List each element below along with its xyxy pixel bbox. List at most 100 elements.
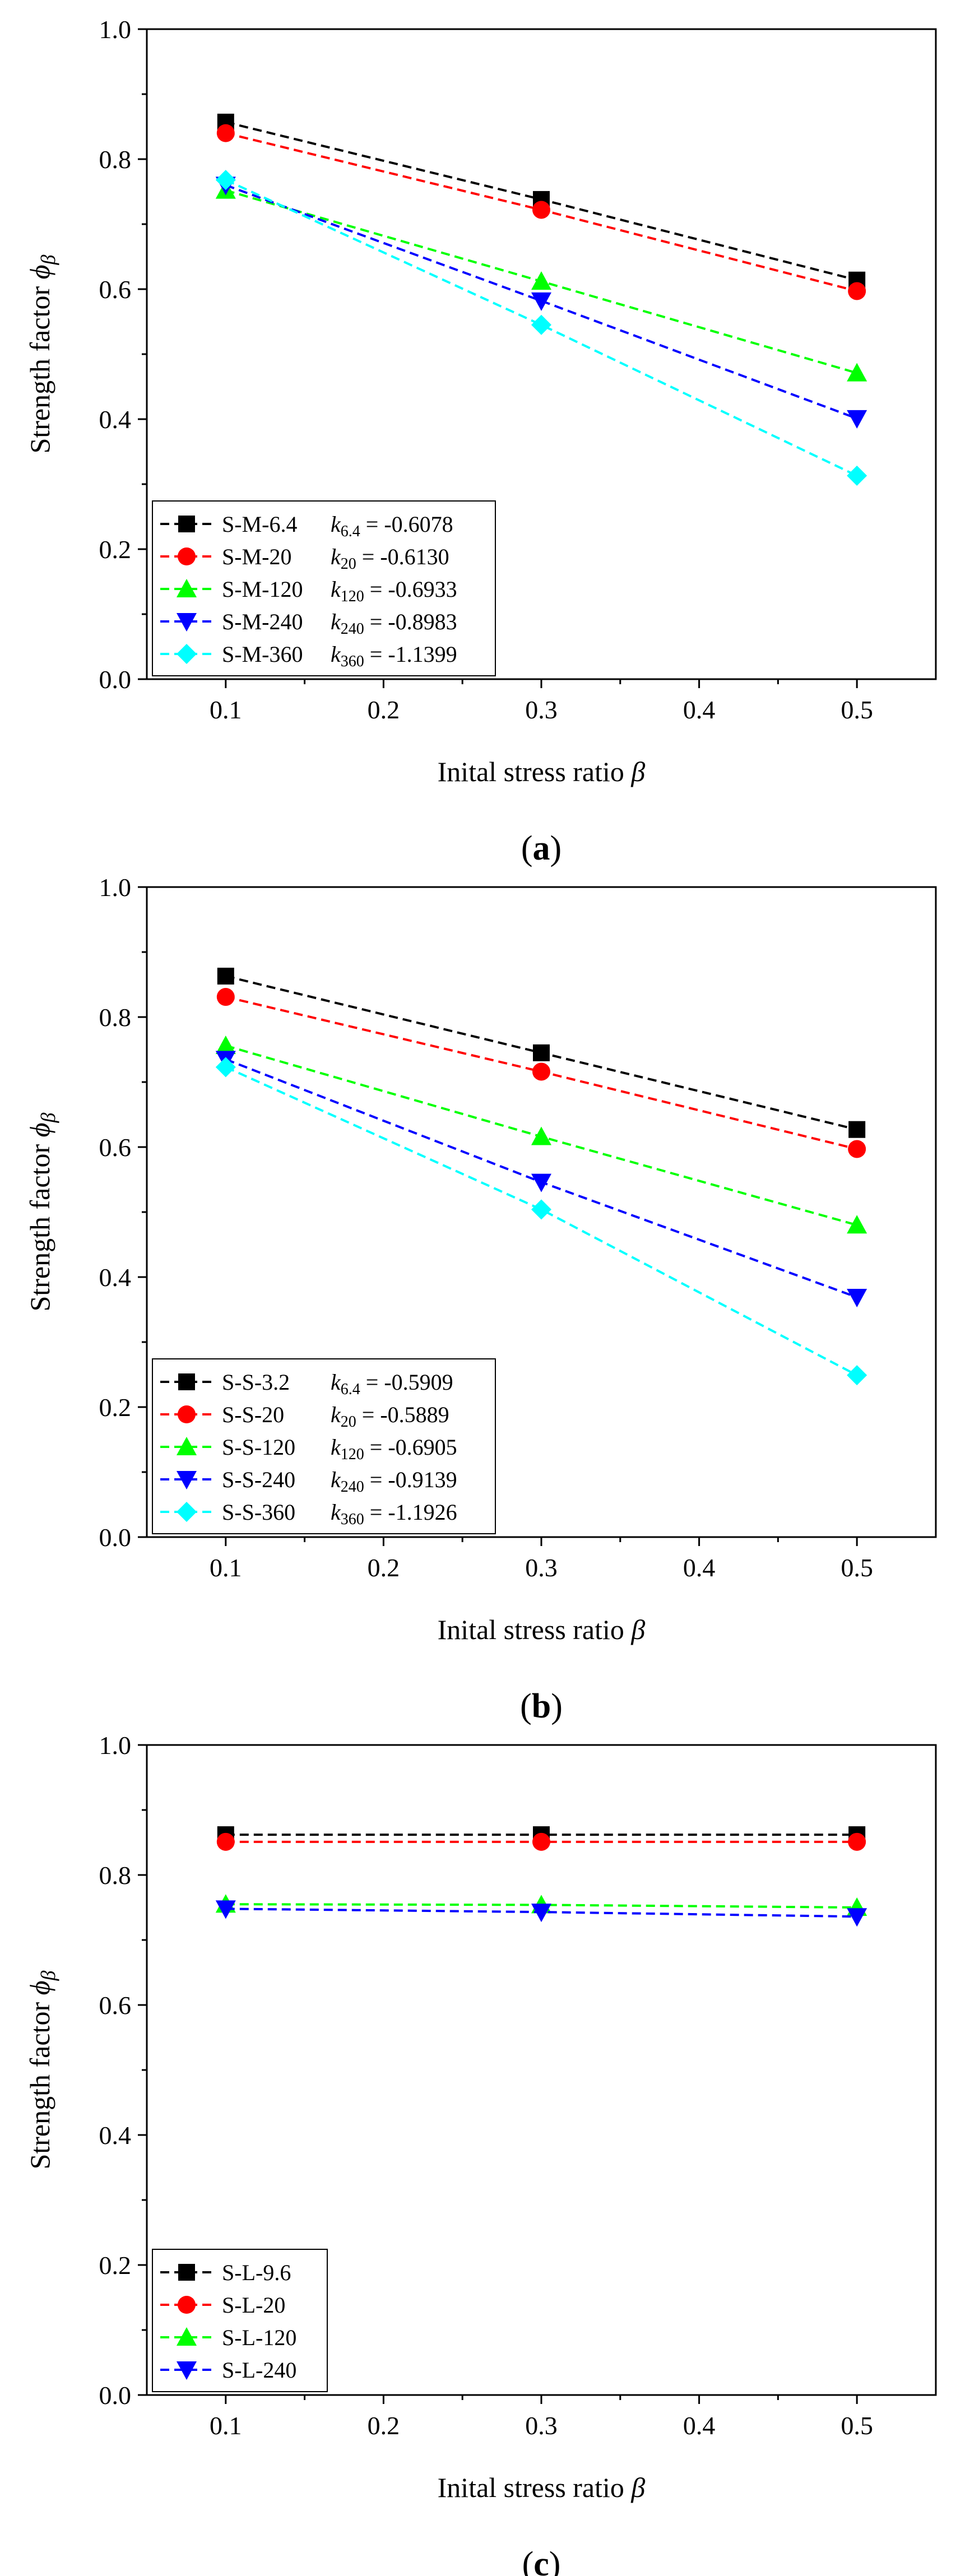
panel-label-close: ) <box>550 829 562 867</box>
legend-k-subscript: 20 <box>341 1413 356 1431</box>
panel-label: (b) <box>520 1687 563 1725</box>
legend-k-value: = -1.1399 <box>364 642 457 667</box>
legend-k-subscript: 20 <box>341 555 356 573</box>
series-line-S-S-360 <box>225 1066 858 1376</box>
legend-label-S-S-3.2: S-S-3.2 <box>222 1370 290 1395</box>
data-point-S-M-20 <box>848 282 866 300</box>
legend-label-S-L-120: S-L-120 <box>222 2325 296 2350</box>
legend-label-S-S-20: S-S-20 <box>222 1402 284 1427</box>
panel-label-open: ( <box>522 2545 534 2576</box>
x-tick-label: 0.4 <box>683 2411 716 2440</box>
legend-k-value: = -0.6933 <box>364 577 457 602</box>
legend-k-value: = -1.1926 <box>364 1500 457 1525</box>
y-tick-label: 0.8 <box>99 1861 132 1890</box>
y-tick-label: 0.0 <box>99 1523 132 1552</box>
legend-marker-S-M-240 <box>177 613 197 632</box>
panel-label-letter: c <box>533 2545 549 2576</box>
panel-label-close: ) <box>549 2545 561 2576</box>
legend-k-subscript: 6.4 <box>341 1381 360 1398</box>
y-tick-label: 0.2 <box>99 535 132 564</box>
y-axis-title: Strength factor ϕβ <box>24 1113 59 1312</box>
legend-label-S-M-120: S-M-120 <box>222 577 303 602</box>
legend-k-subscript: 360 <box>341 1511 364 1528</box>
legend-k-subscript: 240 <box>341 1478 364 1496</box>
y-tick-label: 0.0 <box>99 2381 132 2410</box>
legend-k-subscript: 360 <box>341 653 364 670</box>
y-axis-title: Strength factor ϕβ <box>24 1971 59 2170</box>
legend-label-S-S-120: S-S-120 <box>222 1435 295 1460</box>
data-point-S-M-240 <box>847 410 867 429</box>
data-point-S-S-240 <box>847 1288 867 1307</box>
legend-k-subscript: 240 <box>341 620 364 638</box>
y-axis-title-text: Strength factor <box>24 279 55 453</box>
x-tick-label: 0.2 <box>368 695 400 724</box>
panel-label-letter: b <box>532 1687 551 1725</box>
x-tick-label: 0.5 <box>841 695 873 724</box>
y-axis-title-text: Strength factor <box>24 1137 55 1311</box>
y-tick-label: 0.6 <box>99 1133 132 1162</box>
legend-k-symbol: k <box>331 544 341 569</box>
legend-marker-S-L-120 <box>177 2327 197 2346</box>
legend-k-value: = -0.5909 <box>360 1370 453 1395</box>
legend-label-S-L-9.6: S-L-9.6 <box>222 2260 291 2285</box>
legend-marker-S-S-240 <box>177 1471 197 1489</box>
legend-marker-S-M-360 <box>177 644 197 664</box>
y-tick-label: 0.2 <box>99 1393 132 1422</box>
legend-label-S-S-240: S-S-240 <box>222 1467 295 1492</box>
x-axis-title-text: Inital stress ratio <box>438 2472 632 2503</box>
legend-k-symbol: k <box>331 1370 341 1395</box>
x-tick-label: 0.1 <box>210 1553 242 1582</box>
data-point-S-S-240 <box>531 1173 551 1192</box>
x-axis-title-text: Inital stress ratio <box>438 1614 632 1645</box>
x-tick-label: 0.2 <box>368 1553 400 1582</box>
legend-k-symbol: k <box>331 642 341 667</box>
legend-marker-S-S-120 <box>177 1437 197 1455</box>
panel-label-close: ) <box>551 1687 563 1725</box>
legend-k-symbol: k <box>331 512 341 537</box>
legend-label-S-M-6.4: S-M-6.4 <box>222 512 297 537</box>
data-point-S-M-240 <box>531 292 551 311</box>
y-tick-label: 0.8 <box>99 145 132 174</box>
y-tick-label: 1.0 <box>99 873 132 902</box>
y-tick-label: 0.4 <box>99 1263 132 1292</box>
y-tick-label: 0.6 <box>99 275 132 304</box>
legend-k-value: = -0.5889 <box>356 1402 449 1427</box>
legend-label-S-M-20: S-M-20 <box>222 544 291 569</box>
legend-k-S-S-20: k20 = -0.5889 <box>331 1402 449 1431</box>
y-axis-title-subscript: β <box>37 1113 59 1124</box>
legend-k-value: = -0.6905 <box>364 1435 457 1460</box>
legend-k-S-M-6.4: k6.4 = -0.6078 <box>331 512 453 540</box>
legend-k-subscript: 120 <box>341 1446 364 1463</box>
legend-k-symbol: k <box>331 1500 341 1525</box>
y-tick-label: 0.4 <box>99 2121 132 2150</box>
legend-marker-S-M-6.4 <box>178 516 195 532</box>
x-tick-label: 0.3 <box>525 2411 558 2440</box>
x-axis-title: Inital stress ratio β <box>438 756 646 787</box>
data-point-S-L-240 <box>531 1904 551 1923</box>
y-axis-title: Strength factor ϕβ <box>24 255 59 454</box>
data-point-S-S-20 <box>532 1062 550 1081</box>
data-point-S-S-3.2 <box>533 1044 550 1061</box>
panel-label-open: ( <box>521 829 533 867</box>
data-point-S-S-20 <box>216 988 235 1006</box>
x-axis-title-symbol: β <box>630 2472 645 2503</box>
y-tick-label: 0.6 <box>99 1991 132 2020</box>
x-tick-label: 0.3 <box>525 1553 558 1582</box>
data-point-S-L-240 <box>847 1908 867 1927</box>
legend-marker-S-S-3.2 <box>178 1373 195 1390</box>
data-point-S-M-120 <box>531 271 551 290</box>
legend-k-value: = -0.9139 <box>364 1467 457 1492</box>
y-axis-title-subscript: β <box>37 1971 59 1981</box>
legend-k-S-S-3.2: k6.4 = -0.5909 <box>331 1370 453 1398</box>
data-point-S-S-360 <box>531 1199 551 1220</box>
legend-k-symbol: k <box>331 609 341 634</box>
data-point-S-L-240 <box>215 1900 236 1919</box>
x-tick-label: 0.5 <box>841 1553 873 1582</box>
legend-marker-S-L-20 <box>178 2296 196 2314</box>
y-tick-label: 0.4 <box>99 405 132 434</box>
panel-label: (c) <box>522 2545 561 2576</box>
y-axis-title-symbol: ϕ <box>24 1981 55 1995</box>
legend-marker-S-S-360 <box>177 1502 197 1522</box>
y-axis-title-text: Strength factor <box>24 1995 55 2169</box>
